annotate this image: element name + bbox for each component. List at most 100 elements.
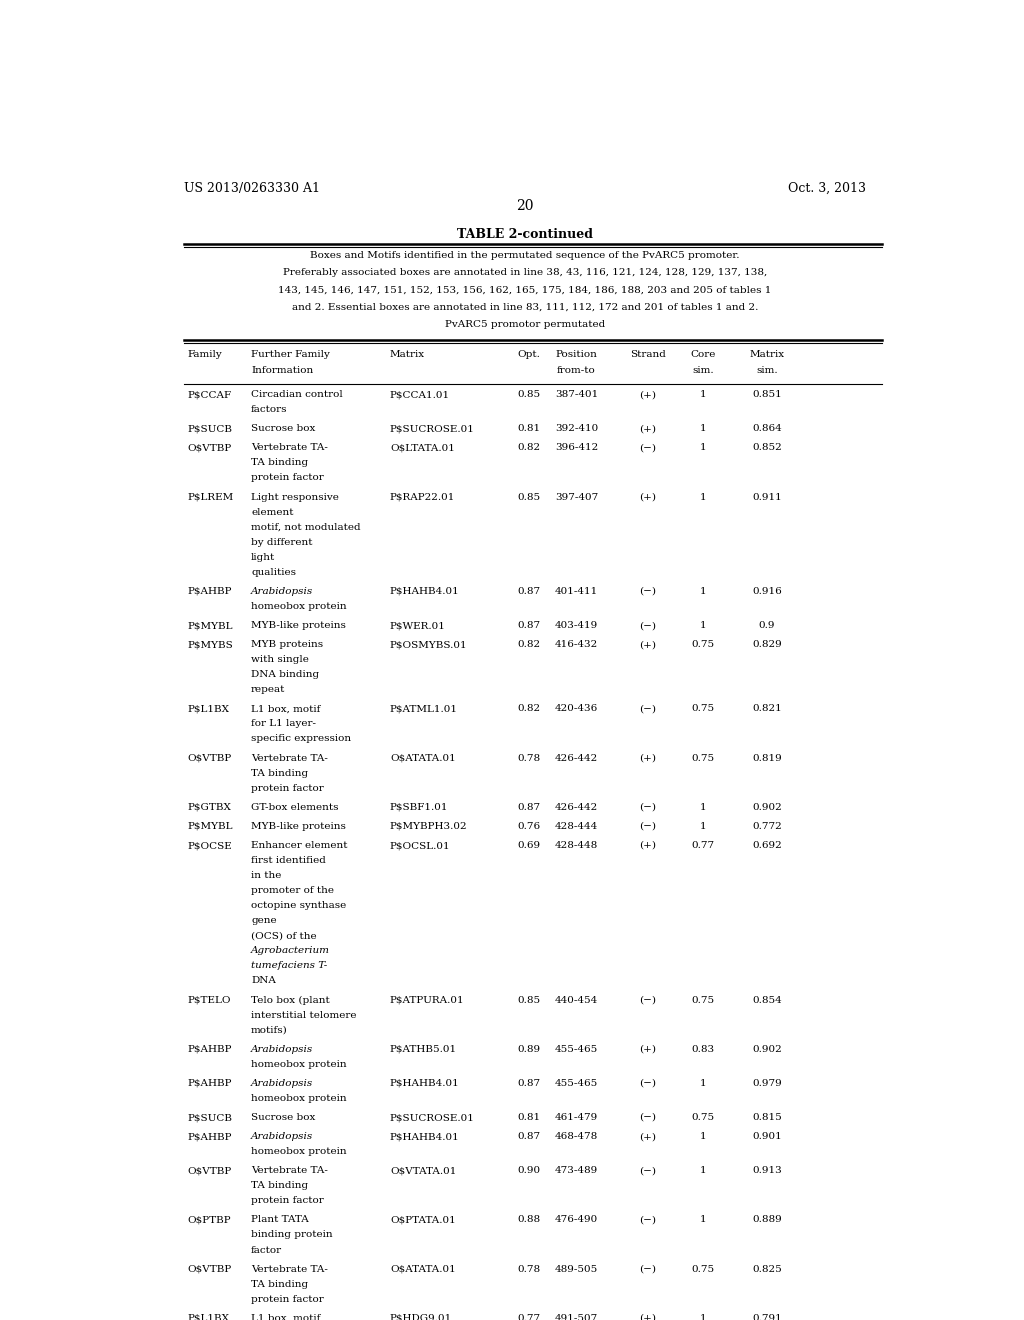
Text: 0.77: 0.77 bbox=[692, 841, 715, 850]
Text: 0.819: 0.819 bbox=[752, 754, 781, 763]
Text: motifs): motifs) bbox=[251, 1026, 288, 1035]
Text: Position: Position bbox=[555, 351, 597, 359]
Text: P$GTBX: P$GTBX bbox=[187, 803, 231, 812]
Text: PvARC5 promotor permutated: PvARC5 promotor permutated bbox=[444, 319, 605, 329]
Text: 1: 1 bbox=[700, 822, 707, 830]
Text: P$SUCROSE.01: P$SUCROSE.01 bbox=[390, 1113, 475, 1122]
Text: first identified: first identified bbox=[251, 857, 326, 865]
Text: Arabidopsis: Arabidopsis bbox=[251, 587, 313, 595]
Text: 0.85: 0.85 bbox=[517, 995, 541, 1005]
Text: repeat: repeat bbox=[251, 685, 286, 694]
Text: 0.772: 0.772 bbox=[752, 822, 781, 830]
Text: Family: Family bbox=[187, 351, 222, 359]
Text: 473-489: 473-489 bbox=[555, 1167, 598, 1175]
Text: (+): (+) bbox=[639, 1133, 656, 1140]
Text: 0.829: 0.829 bbox=[752, 640, 781, 649]
Text: (−): (−) bbox=[639, 803, 656, 812]
Text: 0.82: 0.82 bbox=[517, 444, 541, 453]
Text: TA binding: TA binding bbox=[251, 1279, 308, 1288]
Text: L1 box, motif: L1 box, motif bbox=[251, 705, 321, 713]
Text: 428-444: 428-444 bbox=[555, 822, 598, 830]
Text: P$SUCB: P$SUCB bbox=[187, 424, 232, 433]
Text: TA binding: TA binding bbox=[251, 1181, 308, 1191]
Text: Vertebrate TA-: Vertebrate TA- bbox=[251, 754, 328, 763]
Text: P$MYBS: P$MYBS bbox=[187, 640, 233, 649]
Text: 0.78: 0.78 bbox=[517, 754, 541, 763]
Text: (−): (−) bbox=[639, 705, 656, 713]
Text: 0.889: 0.889 bbox=[752, 1216, 781, 1225]
Text: protein factor: protein factor bbox=[251, 1196, 324, 1205]
Text: 0.82: 0.82 bbox=[517, 705, 541, 713]
Text: sim.: sim. bbox=[692, 366, 714, 375]
Text: Strand: Strand bbox=[630, 351, 666, 359]
Text: 0.81: 0.81 bbox=[517, 1113, 541, 1122]
Text: qualities: qualities bbox=[251, 568, 296, 577]
Text: TA binding: TA binding bbox=[251, 458, 308, 467]
Text: (−): (−) bbox=[639, 1265, 656, 1274]
Text: P$AHBP: P$AHBP bbox=[187, 1044, 232, 1053]
Text: 0.902: 0.902 bbox=[752, 803, 781, 812]
Text: homeobox protein: homeobox protein bbox=[251, 602, 347, 611]
Text: P$AHBP: P$AHBP bbox=[187, 1078, 232, 1088]
Text: P$OSMYBS.01: P$OSMYBS.01 bbox=[390, 640, 468, 649]
Text: O$VTBP: O$VTBP bbox=[187, 444, 231, 453]
Text: MYB proteins: MYB proteins bbox=[251, 640, 324, 649]
Text: 387-401: 387-401 bbox=[555, 391, 598, 399]
Text: 0.791: 0.791 bbox=[752, 1313, 781, 1320]
Text: factors: factors bbox=[251, 405, 288, 414]
Text: P$AHBP: P$AHBP bbox=[187, 587, 232, 595]
Text: 1: 1 bbox=[700, 391, 707, 399]
Text: MYB-like proteins: MYB-like proteins bbox=[251, 822, 346, 830]
Text: (−): (−) bbox=[639, 1167, 656, 1175]
Text: 0.87: 0.87 bbox=[517, 803, 541, 812]
Text: O$VTBP: O$VTBP bbox=[187, 1167, 231, 1175]
Text: 20: 20 bbox=[516, 199, 534, 213]
Text: 143, 145, 146, 147, 151, 152, 153, 156, 162, 165, 175, 184, 186, 188, 203 and 20: 143, 145, 146, 147, 151, 152, 153, 156, … bbox=[279, 285, 771, 294]
Text: Circadian control: Circadian control bbox=[251, 391, 343, 399]
Text: tumefaciens T-: tumefaciens T- bbox=[251, 961, 328, 970]
Text: 0.87: 0.87 bbox=[517, 1133, 541, 1140]
Text: 476-490: 476-490 bbox=[555, 1216, 598, 1225]
Text: 0.75: 0.75 bbox=[692, 1265, 715, 1274]
Text: 403-419: 403-419 bbox=[555, 622, 598, 630]
Text: (−): (−) bbox=[639, 1216, 656, 1225]
Text: P$WER.01: P$WER.01 bbox=[390, 622, 445, 630]
Text: 0.913: 0.913 bbox=[752, 1167, 781, 1175]
Text: (−): (−) bbox=[639, 444, 656, 453]
Text: 455-465: 455-465 bbox=[555, 1044, 598, 1053]
Text: 0.854: 0.854 bbox=[752, 995, 781, 1005]
Text: 0.81: 0.81 bbox=[517, 424, 541, 433]
Text: 416-432: 416-432 bbox=[555, 640, 598, 649]
Text: homeobox protein: homeobox protein bbox=[251, 1094, 347, 1104]
Text: 440-454: 440-454 bbox=[555, 995, 598, 1005]
Text: MYB-like proteins: MYB-like proteins bbox=[251, 622, 346, 630]
Text: (−): (−) bbox=[639, 822, 656, 830]
Text: 0.90: 0.90 bbox=[517, 1167, 541, 1175]
Text: P$SUCROSE.01: P$SUCROSE.01 bbox=[390, 424, 475, 433]
Text: O$ATATA.01: O$ATATA.01 bbox=[390, 1265, 456, 1274]
Text: 1: 1 bbox=[700, 444, 707, 453]
Text: 397-407: 397-407 bbox=[555, 492, 598, 502]
Text: 455-465: 455-465 bbox=[555, 1078, 598, 1088]
Text: Boxes and Motifs identified in the permutated sequence of the PvARC5 promoter.: Boxes and Motifs identified in the permu… bbox=[310, 251, 739, 260]
Text: binding protein: binding protein bbox=[251, 1230, 333, 1239]
Text: 489-505: 489-505 bbox=[555, 1265, 598, 1274]
Text: 0.87: 0.87 bbox=[517, 587, 541, 595]
Text: 0.69: 0.69 bbox=[517, 841, 541, 850]
Text: 392-410: 392-410 bbox=[555, 424, 598, 433]
Text: for L1 layer-: for L1 layer- bbox=[251, 719, 316, 729]
Text: 0.75: 0.75 bbox=[692, 705, 715, 713]
Text: with single: with single bbox=[251, 655, 309, 664]
Text: O$ATATA.01: O$ATATA.01 bbox=[390, 754, 456, 763]
Text: P$ATPURA.01: P$ATPURA.01 bbox=[390, 995, 465, 1005]
Text: Telo box (plant: Telo box (plant bbox=[251, 995, 330, 1005]
Text: 0.85: 0.85 bbox=[517, 391, 541, 399]
Text: O$VTBP: O$VTBP bbox=[187, 754, 231, 763]
Text: 0.864: 0.864 bbox=[752, 424, 781, 433]
Text: 396-412: 396-412 bbox=[555, 444, 598, 453]
Text: Arabidopsis: Arabidopsis bbox=[251, 1133, 313, 1140]
Text: 1: 1 bbox=[700, 1216, 707, 1225]
Text: Oct. 3, 2013: Oct. 3, 2013 bbox=[788, 182, 866, 195]
Text: 0.815: 0.815 bbox=[752, 1113, 781, 1122]
Text: P$ATML1.01: P$ATML1.01 bbox=[390, 705, 458, 713]
